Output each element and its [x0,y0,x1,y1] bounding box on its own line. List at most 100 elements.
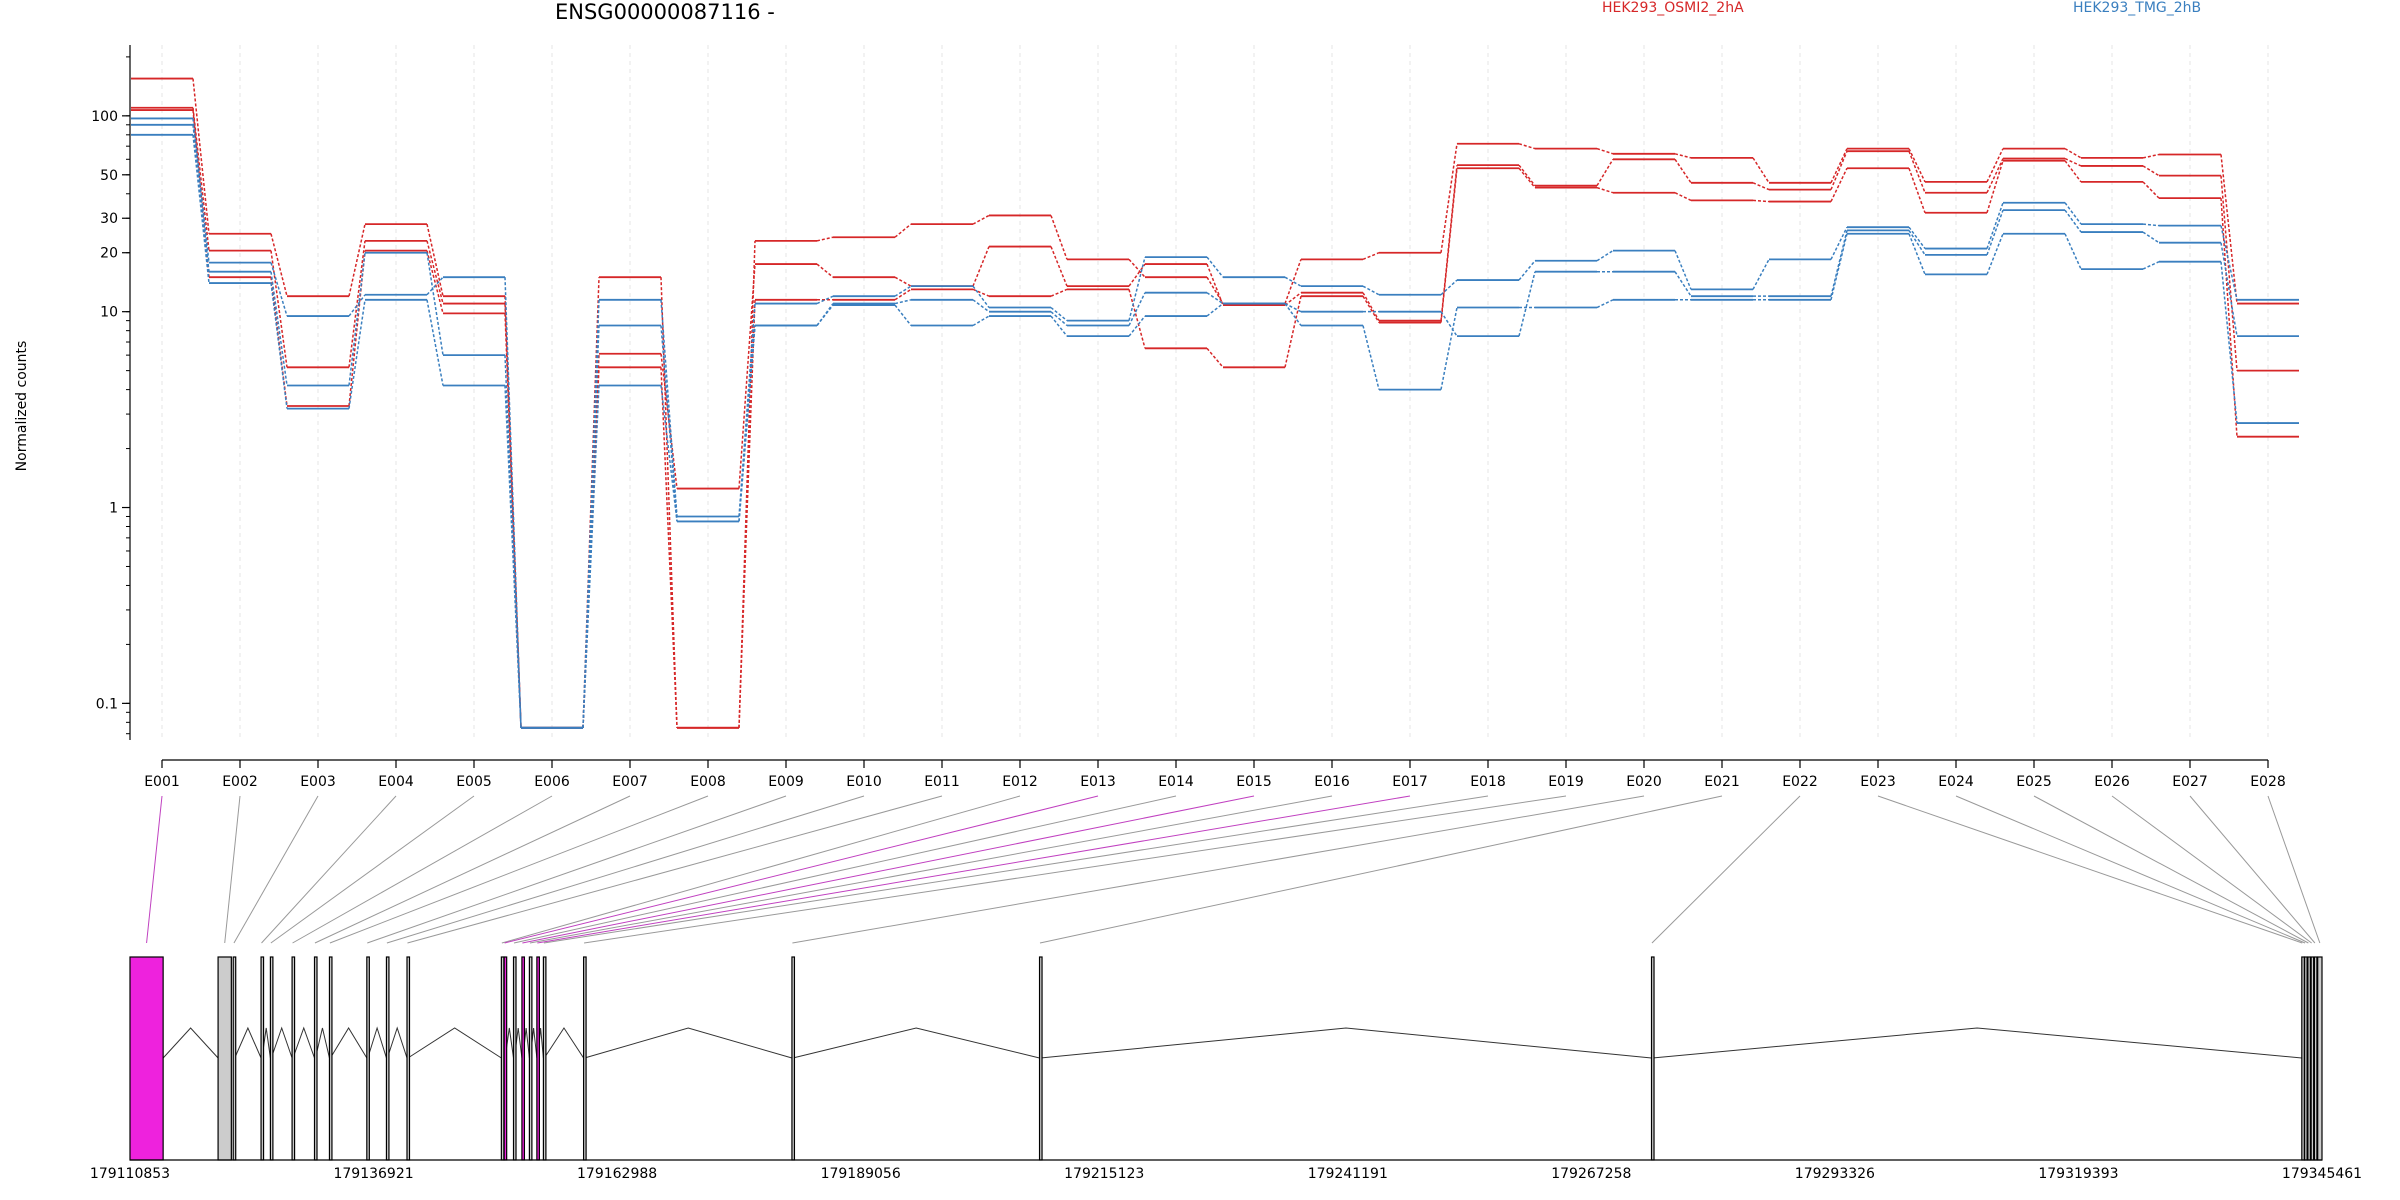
exon-box-e009 [366,956,370,1161]
exon-connector-e028 [2267,795,2321,944]
exon-box-e010 [385,956,390,1161]
data-connector [972,299,990,313]
data-connector [2064,209,2082,233]
data-connector [894,299,912,305]
data-connector [2142,181,2160,199]
data-connector [1050,246,1068,287]
exon-connector-e017 [537,795,1411,944]
data-connector [1284,259,1302,304]
x-tick-label-e003: E003 [300,774,336,790]
intron-line [314,1027,330,1059]
series-5 [131,123,2299,729]
legend-label-tmg: HEK293_TMG_2hB [2073,0,2202,16]
data-connector [1674,153,1692,159]
exon-connector-e003 [233,795,319,944]
exon-box-e016 [528,956,533,1161]
data-connector [1596,249,1614,262]
x-tick-label-e004: E004 [378,774,414,790]
data-connector [1908,150,1926,193]
data-connector [1050,311,1068,327]
genome-axis-label: 179189056 [821,1166,901,1182]
series-6 [131,133,2299,729]
data-connector [1284,276,1302,287]
intron-line [234,1026,262,1059]
x-tick-label-e022: E022 [1782,774,1818,790]
data-connector [1596,147,1614,155]
data-connector [426,250,444,314]
intron-line [386,1026,408,1059]
data-connector [738,299,756,728]
data-connector [2220,261,2238,424]
intron-line [584,1027,793,1059]
exon-connector-e015 [522,795,1255,944]
genome-axis-label: 179267258 [1551,1166,1631,1182]
intron-line [1652,1027,2302,1059]
data-connector [1908,167,1926,214]
data-connector [2064,160,2082,183]
data-connector [192,118,210,263]
data-connector [1674,250,1692,290]
data-connector [192,107,210,251]
data-connector [1596,158,1614,187]
data-connector [972,288,990,297]
series-4 [131,117,2299,729]
genome-axis-label: 179162988 [577,1166,657,1182]
x-tick-label-e009: E009 [768,774,804,790]
data-connector [1440,143,1458,253]
exon-connector-e009 [367,795,787,944]
x-tick-label-e018: E018 [1470,774,1506,790]
x-tick-label-e010: E010 [846,774,882,790]
data-connector [816,263,834,278]
data-connector [2142,231,2160,244]
chart-title: ENSG00000087116 - [555,0,775,24]
data-connector [972,246,990,287]
data-connector [2064,202,2082,225]
x-tick-label-e023: E023 [1860,774,1896,790]
exon-box-e002 [217,956,232,1161]
intron-line [292,1026,315,1059]
data-connector [1206,276,1224,304]
data-connector [1674,192,1692,202]
data-connector [1128,315,1146,337]
data-connector [1362,325,1380,390]
data-connector [426,299,444,386]
data-connector [192,78,210,234]
data-connector [348,223,366,297]
data-connector [1284,296,1302,368]
data-connector [1674,158,1692,184]
exon-connector-e008 [329,795,709,944]
exon-box-e001 [129,956,164,1161]
genome-axis-label: 179136921 [333,1166,413,1182]
data-connector [894,285,912,297]
data-connector [270,277,288,407]
intron-line [792,1027,1040,1059]
data-connector [1362,292,1380,322]
data-connector [1284,302,1302,313]
genome-axis-label: 179241191 [1308,1166,1388,1182]
exon-connector-e020 [792,795,1645,944]
x-tick-label-e017: E017 [1392,774,1428,790]
series-3 [131,109,2299,729]
data-connector [270,262,288,317]
data-connector [2220,175,2238,371]
data-connector [504,385,522,728]
data-connector [2142,153,2160,159]
data-connector [1752,259,1770,290]
data-connector [2142,223,2160,227]
data-connector [1440,279,1458,296]
exon-box-e022 [1650,956,1655,1161]
data-connector [1830,233,1848,300]
x-tick-label-e021: E021 [1704,774,1740,790]
data-connector [1752,157,1770,184]
exon-connector-e002 [224,795,241,944]
exon-box-e014 [512,956,517,1161]
data-connector [270,233,288,297]
data-connector [1908,226,1926,250]
data-connector [1908,148,1926,183]
data-connector [1908,233,1926,275]
data-connector [192,124,210,272]
x-tick-label-e002: E002 [222,774,258,790]
exon-connector-e006 [292,795,553,944]
exon-connector-e023 [1877,795,2303,944]
